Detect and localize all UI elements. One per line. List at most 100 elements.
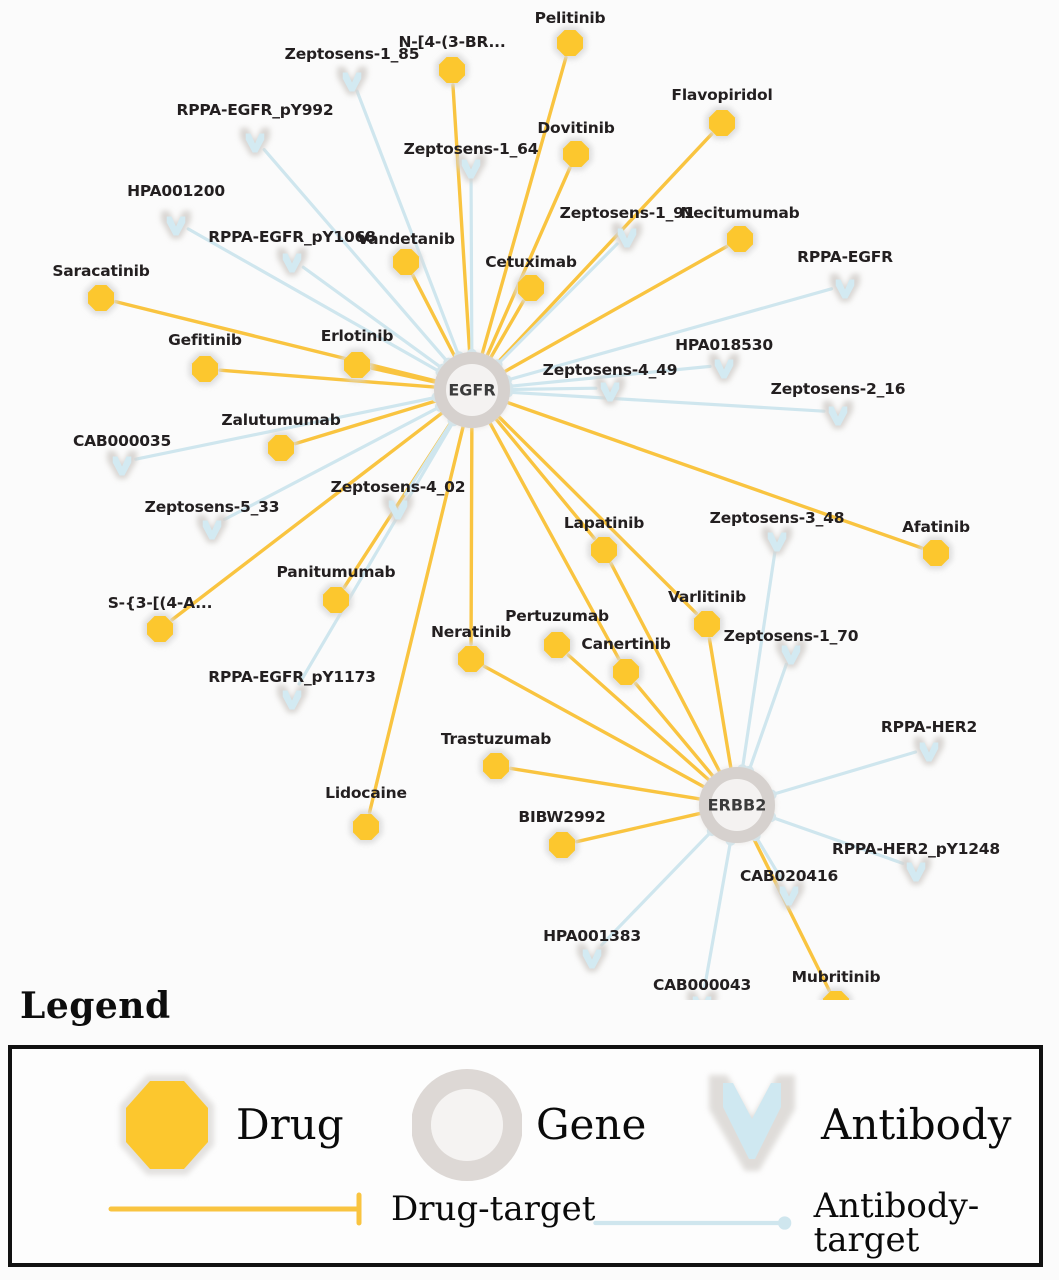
- antibody-node[interactable]: [901, 856, 931, 885]
- drug-node[interactable]: [319, 583, 353, 617]
- antibody-target-edge: [769, 815, 905, 865]
- antibody-node-shape[interactable]: [919, 742, 939, 762]
- drug-node[interactable]: [188, 352, 222, 386]
- drug-node-shape[interactable]: [353, 814, 379, 840]
- drug-node-shape[interactable]: [613, 659, 639, 685]
- gene-node[interactable]: [699, 767, 775, 843]
- antibody-node[interactable]: [830, 273, 860, 302]
- antibody-node-shape[interactable]: [906, 862, 926, 882]
- drug-node-shape[interactable]: [557, 30, 583, 56]
- drug-node[interactable]: [479, 749, 513, 783]
- drug-node[interactable]: [389, 245, 423, 279]
- drug-node[interactable]: [540, 628, 574, 662]
- antibody-node[interactable]: [709, 353, 739, 382]
- drug-node[interactable]: [553, 26, 587, 60]
- antibody-node[interactable]: [612, 222, 642, 251]
- antibody-node-shape[interactable]: [779, 886, 799, 906]
- drug-node-shape[interactable]: [439, 57, 465, 83]
- drug-node-shape[interactable]: [88, 285, 114, 311]
- drug-target-edge: [451, 83, 472, 358]
- legend-label-antibody: Antibody: [821, 1099, 1012, 1149]
- antibody-node-shape[interactable]: [388, 500, 408, 520]
- drug-node[interactable]: [545, 828, 579, 862]
- drug-target-edge: [566, 653, 714, 785]
- antibody-node-shape[interactable]: [617, 228, 637, 248]
- drug-node[interactable]: [705, 106, 739, 140]
- antibody-node-shape[interactable]: [282, 253, 302, 273]
- antibody-node[interactable]: [107, 450, 137, 479]
- antibody-node[interactable]: [823, 400, 853, 429]
- drug-node[interactable]: [454, 642, 488, 676]
- nodes-layer[interactable]: [84, 26, 953, 1001]
- drug-node-shape[interactable]: [393, 249, 419, 275]
- drug-node-shape[interactable]: [483, 753, 509, 779]
- drug-node-shape[interactable]: [518, 275, 544, 301]
- antibody-node-shape[interactable]: [202, 520, 222, 540]
- drug-node[interactable]: [723, 222, 757, 256]
- drug-target-edge: [633, 681, 717, 781]
- drug-node-shape[interactable]: [458, 646, 484, 672]
- antibody-node[interactable]: [687, 990, 717, 1001]
- antibody-node[interactable]: [776, 639, 806, 668]
- antibody-target-edge: [262, 147, 451, 365]
- drug-node[interactable]: [264, 431, 298, 465]
- antibody-node-shape[interactable]: [835, 279, 855, 299]
- drug-node-shape[interactable]: [192, 356, 218, 382]
- drug-node[interactable]: [690, 607, 724, 641]
- drug-node[interactable]: [587, 533, 621, 567]
- antibody-node-shape[interactable]: [692, 996, 712, 1001]
- network-graph[interactable]: Pelitinib N-[4-(3-BR... Flavopiridol Doviti…: [0, 0, 1059, 1000]
- antibody-node-shape[interactable]: [582, 949, 602, 969]
- antibody-node-shape[interactable]: [342, 72, 362, 92]
- gene-node[interactable]: [434, 352, 510, 428]
- antibody-node-shape[interactable]: [282, 690, 302, 710]
- antibody-node[interactable]: [577, 943, 607, 972]
- antibody-node[interactable]: [197, 514, 227, 543]
- drug-node[interactable]: [919, 536, 953, 570]
- antibody-node[interactable]: [277, 684, 307, 713]
- drug-node[interactable]: [819, 987, 853, 1001]
- drug-node[interactable]: [340, 348, 374, 382]
- antibody-node[interactable]: [914, 736, 944, 765]
- drug-node[interactable]: [514, 271, 548, 305]
- antibody-node-shape[interactable]: [828, 406, 848, 426]
- drug-node-shape[interactable]: [268, 435, 294, 461]
- drug-node[interactable]: [435, 53, 469, 87]
- drug-node[interactable]: [143, 612, 177, 646]
- antibody-node-shape[interactable]: [781, 645, 801, 665]
- antibody-node-shape[interactable]: [166, 216, 186, 236]
- drug-node[interactable]: [609, 655, 643, 689]
- drug-node-shape[interactable]: [147, 616, 173, 642]
- drug-node-shape[interactable]: [823, 991, 849, 1000]
- drug-node-shape[interactable]: [323, 587, 349, 613]
- antibody-node[interactable]: [595, 376, 625, 405]
- drug-node-shape[interactable]: [549, 832, 575, 858]
- antibody-node[interactable]: [240, 127, 270, 156]
- drug-target-edge-icon: [108, 1192, 362, 1226]
- antibody-node-shape[interactable]: [714, 359, 734, 379]
- drug-node[interactable]: [84, 281, 118, 315]
- drug-node-shape[interactable]: [709, 110, 735, 136]
- antibody-node[interactable]: [383, 494, 413, 523]
- antibody-target-edge: [403, 418, 455, 496]
- drug-node-shape[interactable]: [344, 352, 370, 378]
- antibody-node-shape[interactable]: [461, 159, 481, 179]
- antibody-node[interactable]: [762, 526, 792, 555]
- drug-node-shape[interactable]: [563, 141, 589, 167]
- antibody-node-shape[interactable]: [112, 456, 132, 476]
- antibody-node[interactable]: [337, 66, 367, 95]
- drug-node[interactable]: [559, 137, 593, 171]
- antibody-node[interactable]: [456, 153, 486, 182]
- antibody-node-shape[interactable]: [767, 532, 787, 552]
- antibody-node-shape[interactable]: [600, 382, 620, 402]
- drug-node-shape[interactable]: [694, 611, 720, 637]
- drug-node-shape[interactable]: [591, 537, 617, 563]
- antibody-node[interactable]: [277, 247, 307, 276]
- drug-node[interactable]: [349, 810, 383, 844]
- drug-node-shape[interactable]: [727, 226, 753, 252]
- antibody-node-shape[interactable]: [245, 133, 265, 153]
- antibody-node[interactable]: [161, 210, 191, 239]
- drug-node-shape[interactable]: [544, 632, 570, 658]
- antibody-node[interactable]: [774, 880, 804, 909]
- drug-node-shape[interactable]: [923, 540, 949, 566]
